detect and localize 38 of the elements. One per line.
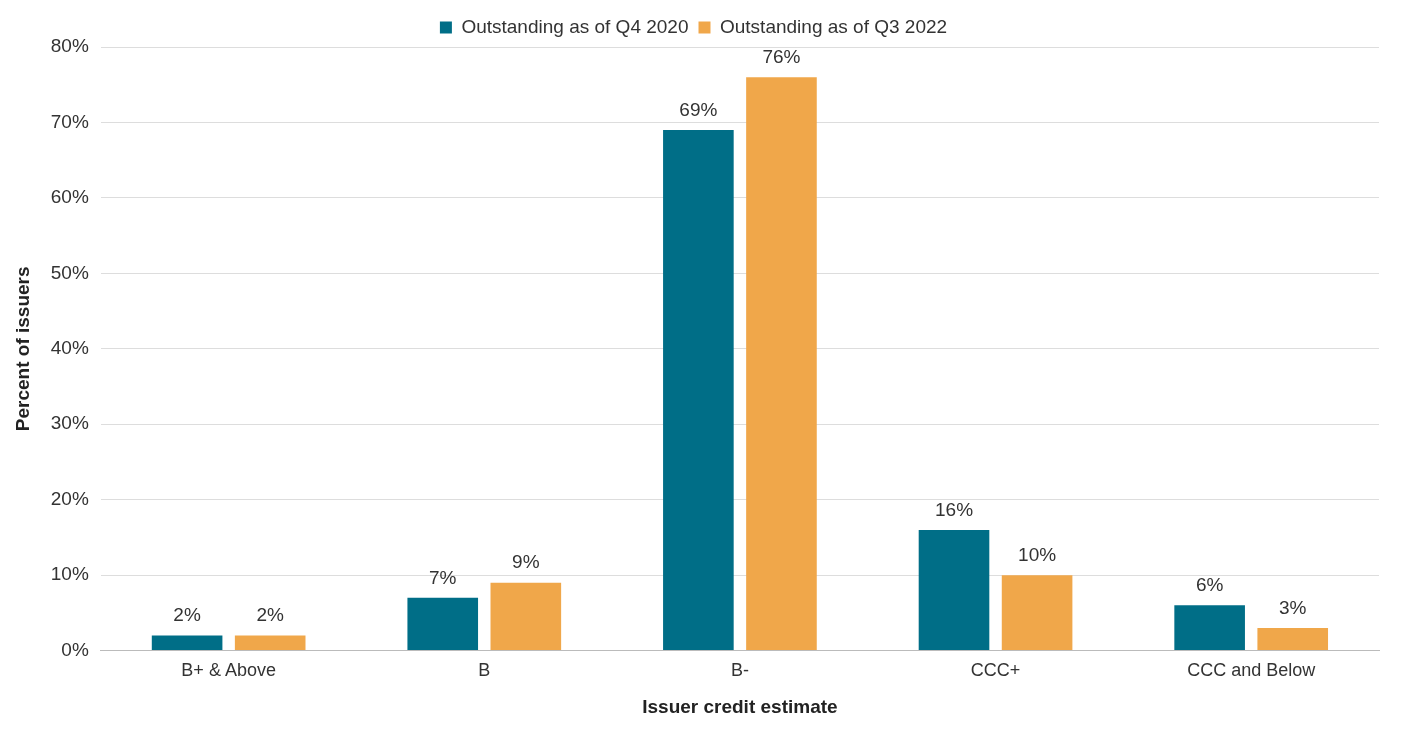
bar [918,529,990,651]
data-label: 2% [173,604,201,626]
y-axis-title: Percent of issuers [11,266,33,432]
bar [490,582,562,651]
data-label: 2% [256,604,285,626]
y-tick-label: 80% [50,35,89,57]
data-label: 7% [429,566,457,588]
y-tick-label: 0% [61,638,89,660]
data-label: 6% [1195,574,1224,596]
y-tick-label: 20% [50,487,89,509]
x-tick-label: B+ & Above [181,660,276,681]
x-tick-label: CCC+ [970,660,1021,681]
x-tick-label: CCC and Below [1187,660,1317,681]
y-tick-label: 10% [50,563,89,585]
data-label: 10% [1018,543,1057,565]
bar [1174,605,1245,651]
x-axis-title: Issuer credit estimate [642,695,838,717]
data-label: 3% [1278,596,1307,618]
y-tick-label: 30% [50,412,89,434]
legend-label: Outstanding as of Q3 2022 [720,15,948,37]
data-label: 16% [934,498,974,520]
y-tick-label: 60% [50,186,89,208]
bar [1257,627,1329,651]
x-tick-label: B- [730,660,749,681]
bar [407,597,479,651]
bar [746,77,817,651]
bar [1001,575,1073,651]
data-label: 9% [512,551,540,573]
y-tick-label: 50% [50,261,89,283]
legend-label: Outstanding as of Q4 2020 [461,15,689,37]
data-label: 69% [679,98,718,120]
bar [234,635,306,651]
y-tick-label: 70% [50,110,89,132]
bar [663,130,734,651]
bar [151,635,223,651]
data-label: 76% [762,45,801,67]
x-tick-label: B [478,660,491,681]
y-tick-label: 40% [50,337,89,359]
